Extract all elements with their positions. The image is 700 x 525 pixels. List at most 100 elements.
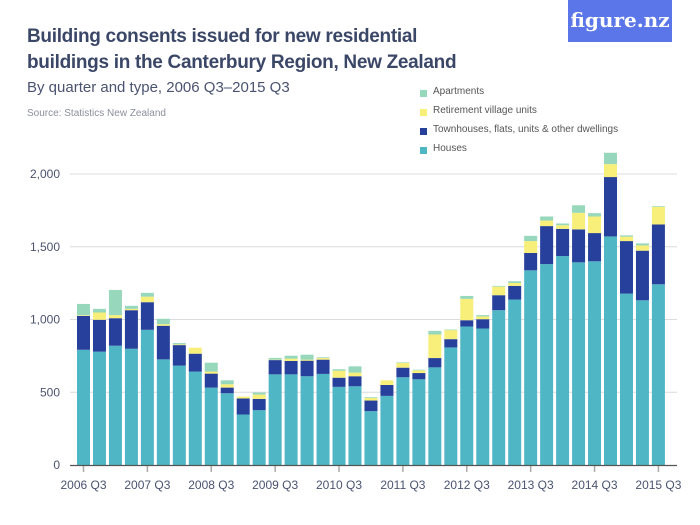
bar-segment-houses bbox=[540, 264, 554, 465]
bar-segment-townhouses bbox=[268, 360, 282, 375]
bar-segment-houses bbox=[604, 236, 618, 465]
bar-segment-townhouses bbox=[476, 319, 490, 329]
legend-item-apartments: Apartments bbox=[420, 82, 618, 101]
bar-segment-apartments bbox=[651, 206, 665, 207]
bar-segment-townhouses bbox=[540, 226, 554, 265]
bar-segment-houses bbox=[635, 300, 649, 465]
x-tick-label: 2012 Q3 bbox=[444, 478, 490, 492]
bar-segment-houses bbox=[316, 373, 330, 465]
chart-title: Building consents issued for new residen… bbox=[27, 26, 457, 73]
y-tick-label: 1,000 bbox=[30, 313, 60, 327]
bar-segment-houses bbox=[188, 371, 202, 465]
bar-segment-townhouses bbox=[651, 224, 665, 285]
bar-segment-retirement bbox=[460, 298, 474, 321]
bar-segment-houses bbox=[492, 310, 506, 465]
bar-segment-apartments bbox=[348, 366, 362, 373]
bar-segment-townhouses bbox=[635, 250, 649, 301]
bar-segment-townhouses bbox=[172, 345, 186, 366]
x-tick-label: 2014 Q3 bbox=[572, 478, 618, 492]
chart-source: Source: Statistics New Zealand bbox=[27, 108, 166, 119]
bar-segment-apartments bbox=[300, 354, 314, 360]
bar-segment-townhouses bbox=[332, 377, 346, 387]
bar-segment-apartments bbox=[524, 235, 538, 242]
bar-segment-houses bbox=[92, 351, 106, 465]
bar-segment-townhouses bbox=[188, 353, 202, 372]
x-tick-label: 2011 Q3 bbox=[380, 478, 425, 492]
legend-label: Apartments bbox=[433, 86, 485, 97]
bar-segment-apartments bbox=[172, 343, 186, 345]
legend-item-townhouses: Townhouses, flats, units & other dwellin… bbox=[420, 120, 618, 139]
bar-segment-townhouses bbox=[92, 319, 106, 352]
bar-segment-retirement bbox=[156, 324, 170, 326]
bar-segment-apartments bbox=[284, 355, 298, 359]
bar-segment-townhouses bbox=[460, 320, 474, 327]
bar-segment-houses bbox=[524, 270, 538, 465]
bar-segment-apartments bbox=[492, 285, 506, 287]
bar-segment-townhouses bbox=[348, 376, 362, 387]
bar-segment-retirement bbox=[284, 358, 298, 361]
bar-segment-apartments bbox=[444, 329, 458, 331]
bar-segment-apartments bbox=[428, 330, 442, 335]
legend-label: Houses bbox=[433, 143, 467, 154]
bar-segment-houses bbox=[268, 374, 282, 465]
bar-segment-houses bbox=[348, 386, 362, 465]
bar-segment-townhouses bbox=[412, 373, 426, 380]
bar-segment-townhouses bbox=[252, 398, 266, 411]
bar-segment-houses bbox=[172, 365, 186, 465]
bar-segment-townhouses bbox=[124, 310, 138, 349]
bar-segment-houses bbox=[619, 293, 633, 465]
bar-segment-townhouses bbox=[204, 373, 218, 388]
bar-segment-townhouses bbox=[108, 318, 122, 346]
legend-swatch bbox=[420, 127, 427, 135]
legend-item-houses: Houses bbox=[420, 139, 618, 158]
y-tick-label: 0 bbox=[53, 458, 60, 472]
bar-segment-townhouses bbox=[156, 325, 170, 360]
bar-segment-townhouses bbox=[572, 229, 586, 263]
x-tick-label: 2008 Q3 bbox=[188, 478, 234, 492]
chart-subtitle: By quarter and type, 2006 Q3–2015 Q3 bbox=[27, 79, 290, 96]
bar-segment-houses bbox=[396, 377, 410, 465]
figure-nz-logo[interactable]: figure.nz bbox=[568, 0, 672, 42]
bar-segment-retirement bbox=[204, 371, 218, 374]
bar-segment-houses bbox=[220, 393, 234, 465]
bar-segment-townhouses bbox=[236, 398, 250, 415]
bar-segment-retirement bbox=[540, 220, 554, 227]
bar-segment-townhouses bbox=[428, 358, 442, 368]
bar-segment-houses bbox=[204, 387, 218, 465]
bar-segment-apartments bbox=[460, 295, 474, 299]
bar-segment-townhouses bbox=[524, 253, 538, 271]
bar-segment-houses bbox=[124, 348, 138, 465]
bar-segment-houses bbox=[428, 367, 442, 465]
bar-segment-retirement bbox=[252, 394, 266, 399]
bar-segment-apartments bbox=[619, 235, 633, 237]
bar-segment-townhouses bbox=[508, 285, 522, 300]
bar-segment-apartments bbox=[556, 223, 570, 226]
legend-label: Townhouses, flats, units & other dwellin… bbox=[433, 124, 619, 135]
bar-segment-apartments bbox=[396, 362, 410, 364]
bar-segment-retirement bbox=[124, 308, 138, 311]
bar-segment-houses bbox=[380, 395, 394, 465]
bar-segment-townhouses bbox=[300, 360, 314, 377]
x-tick-label: 2013 Q3 bbox=[508, 478, 554, 492]
bar-segment-retirement bbox=[635, 245, 649, 251]
bar-segment-townhouses bbox=[588, 233, 602, 262]
bar-segment-retirement bbox=[348, 372, 362, 377]
bar-segment-apartments bbox=[316, 357, 330, 359]
bar-segment-houses bbox=[156, 359, 170, 465]
legend-swatch bbox=[420, 108, 427, 116]
bar-segment-retirement bbox=[332, 370, 346, 378]
bar-segment-retirement bbox=[412, 370, 426, 374]
bar-segment-retirement bbox=[236, 396, 250, 399]
bar-segment-apartments bbox=[204, 362, 218, 372]
y-tick-label: 1,500 bbox=[30, 240, 60, 254]
bar-segment-retirement bbox=[396, 363, 410, 368]
y-tick-label: 2,000 bbox=[30, 167, 60, 181]
bar-segment-retirement bbox=[556, 225, 570, 229]
bar-segment-retirement bbox=[108, 315, 122, 319]
bar-segment-townhouses bbox=[140, 302, 154, 330]
bar-segment-retirement bbox=[588, 216, 602, 234]
bar-segment-houses bbox=[284, 374, 298, 465]
bar-segment-retirement bbox=[140, 296, 154, 303]
bar-segment-retirement bbox=[476, 316, 490, 320]
